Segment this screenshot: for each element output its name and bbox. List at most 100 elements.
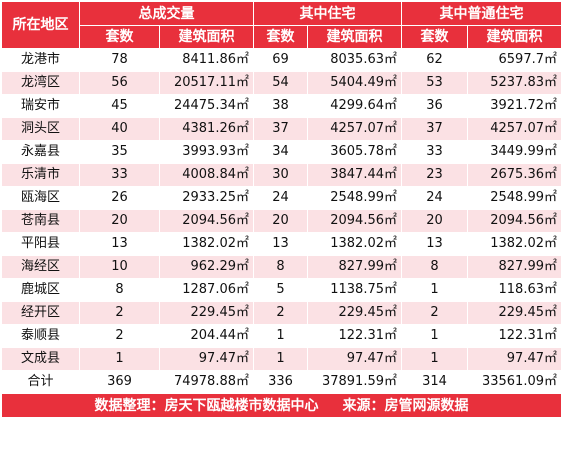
table-row: 永嘉县 35 3993.93㎡ 34 3605.78㎡ 33 3449.99㎡ <box>1 140 562 164</box>
total-units-cell: 40 <box>79 117 160 141</box>
residential-area-cell: 2094.56㎡ <box>307 209 402 233</box>
table-row: 经开区 2 229.45㎡ 2 229.45㎡ 2 229.45㎡ <box>1 301 562 325</box>
residential-area-cell: 827.99㎡ <box>307 255 402 279</box>
total-total-area-cell: 74978.88㎡ <box>159 370 254 394</box>
table-row: 乐清市 33 4008.84㎡ 30 3847.44㎡ 23 2675.36㎡ <box>1 163 562 187</box>
compiled-by-text: 数据整理：房天下瓯越楼市数据中心 <box>94 397 319 414</box>
region-cell: 文成县 <box>1 347 80 371</box>
ordinary-area-cell: 122.31㎡ <box>467 324 562 348</box>
residential-area-cell: 1382.02㎡ <box>307 232 402 256</box>
total-units-cell: 8 <box>79 278 160 302</box>
total-volume-header: 总成交量 <box>79 1 254 26</box>
table-row: 龙港市 78 8411.86㎡ 69 8035.63㎡ 62 6597.7㎡ <box>1 48 562 72</box>
ordinary-area-cell: 2548.99㎡ <box>467 186 562 210</box>
total-area-cell: 97.47㎡ <box>159 347 254 371</box>
total-area-cell: 8411.86㎡ <box>159 48 254 72</box>
total-units-cell: 33 <box>79 163 160 187</box>
residential-units-cell: 69 <box>253 48 308 72</box>
header-row-columns: 套数 建筑面积 套数 建筑面积 套数 建筑面积 <box>2 25 562 49</box>
total-units-cell: 1 <box>79 347 160 371</box>
total-area-cell: 229.45㎡ <box>159 301 254 325</box>
total-units-cell: 2 <box>79 324 160 348</box>
residential-units-cell: 38 <box>253 94 308 118</box>
region-cell: 苍南县 <box>1 209 80 233</box>
footer-note: 数据整理：房天下瓯越楼市数据中心 来源：房管网源数据 <box>1 393 562 418</box>
ordinary-area-cell: 4257.07㎡ <box>467 117 562 141</box>
table-row: 苍南县 20 2094.56㎡ 20 2094.56㎡ 20 2094.56㎡ <box>1 209 562 233</box>
residential-area-cell: 1138.75㎡ <box>307 278 402 302</box>
total-area-cell: 2933.25㎡ <box>159 186 254 210</box>
ordinary-units-cell: 2 <box>401 301 468 325</box>
area-column-header: 建筑面积 <box>467 25 562 49</box>
total-row: 合计 369 74978.88㎡ 336 37891.59㎡ 314 33561.09㎡ <box>1 370 562 394</box>
residential-area-cell: 97.47㎡ <box>307 347 402 371</box>
region-cell: 龙湾区 <box>1 71 80 95</box>
total-area-cell: 20517.11㎡ <box>159 71 254 95</box>
total-residential-area-cell: 37891.59㎡ <box>307 370 402 394</box>
total-units-cell: 35 <box>79 140 160 164</box>
region-cell: 洞头区 <box>1 117 80 141</box>
ordinary-units-cell: 8 <box>401 255 468 279</box>
ordinary-residential-header: 其中普通住宅 <box>401 1 562 26</box>
ordinary-units-cell: 33 <box>401 140 468 164</box>
total-residential-units-cell: 336 <box>253 370 308 394</box>
ordinary-area-cell: 5237.83㎡ <box>467 71 562 95</box>
units-column-header: 套数 <box>401 25 468 49</box>
residential-area-cell: 4257.07㎡ <box>307 117 402 141</box>
ordinary-units-cell: 62 <box>401 48 468 72</box>
region-cell: 鹿城区 <box>1 278 80 302</box>
area-column-header: 建筑面积 <box>307 25 402 49</box>
ordinary-area-cell: 229.45㎡ <box>467 301 562 325</box>
residential-area-cell: 5404.49㎡ <box>307 71 402 95</box>
residential-header: 其中住宅 <box>253 1 402 26</box>
total-area-cell: 1382.02㎡ <box>159 232 254 256</box>
total-area-cell: 1287.06㎡ <box>159 278 254 302</box>
residential-area-cell: 2548.99㎡ <box>307 186 402 210</box>
total-units-cell: 2 <box>79 301 160 325</box>
region-cell: 永嘉县 <box>1 140 80 164</box>
ordinary-units-cell: 23 <box>401 163 468 187</box>
ordinary-area-cell: 2094.56㎡ <box>467 209 562 233</box>
residential-area-cell: 3605.78㎡ <box>307 140 402 164</box>
ordinary-area-cell: 3921.72㎡ <box>467 94 562 118</box>
ordinary-area-cell: 97.47㎡ <box>467 347 562 371</box>
residential-area-cell: 8035.63㎡ <box>307 48 402 72</box>
residential-units-cell: 5 <box>253 278 308 302</box>
table-row: 文成县 1 97.47㎡ 1 97.47㎡ 1 97.47㎡ <box>1 347 562 371</box>
total-units-cell: 78 <box>79 48 160 72</box>
table-row: 瑞安市 45 24475.34㎡ 38 4299.64㎡ 36 3921.72㎡ <box>1 94 562 118</box>
total-ordinary-area-cell: 33561.09㎡ <box>467 370 562 394</box>
residential-area-cell: 122.31㎡ <box>307 324 402 348</box>
region-cell: 乐清市 <box>1 163 80 187</box>
table-row: 瓯海区 26 2933.25㎡ 24 2548.99㎡ 24 2548.99㎡ <box>1 186 562 210</box>
region-cell: 龙港市 <box>1 48 80 72</box>
total-area-cell: 24475.34㎡ <box>159 94 254 118</box>
ordinary-units-cell: 36 <box>401 94 468 118</box>
ordinary-units-cell: 1 <box>401 324 468 348</box>
ordinary-units-cell: 1 <box>401 278 468 302</box>
region-cell: 瓯海区 <box>1 186 80 210</box>
header-row-groups: 所在地区 总成交量 其中住宅 其中普通住宅 <box>1 1 562 49</box>
total-area-cell: 962.29㎡ <box>159 255 254 279</box>
residential-units-cell: 34 <box>253 140 308 164</box>
table-row: 泰顺县 2 204.44㎡ 1 122.31㎡ 1 122.31㎡ <box>1 324 562 348</box>
region-header: 所在地区 <box>1 1 80 49</box>
residential-units-cell: 13 <box>253 232 308 256</box>
total-area-cell: 3993.93㎡ <box>159 140 254 164</box>
table-row: 平阳县 13 1382.02㎡ 13 1382.02㎡ 13 1382.02㎡ <box>1 232 562 256</box>
table-row: 洞头区 40 4381.26㎡ 37 4257.07㎡ 37 4257.07㎡ <box>1 117 562 141</box>
ordinary-units-cell: 20 <box>401 209 468 233</box>
table-row: 鹿城区 8 1287.06㎡ 5 1138.75㎡ 1 118.63㎡ <box>1 278 562 302</box>
ordinary-area-cell: 3449.99㎡ <box>467 140 562 164</box>
units-column-header: 套数 <box>253 25 308 49</box>
total-area-cell: 4008.84㎡ <box>159 163 254 187</box>
ordinary-units-cell: 1 <box>401 347 468 371</box>
area-column-header: 建筑面积 <box>159 25 254 49</box>
region-cell: 瑞安市 <box>1 94 80 118</box>
total-region-cell: 合计 <box>1 370 80 394</box>
ordinary-area-cell: 1382.02㎡ <box>467 232 562 256</box>
residential-units-cell: 20 <box>253 209 308 233</box>
table-row: 海经区 10 962.29㎡ 8 827.99㎡ 8 827.99㎡ <box>1 255 562 279</box>
ordinary-area-cell: 2675.36㎡ <box>467 163 562 187</box>
